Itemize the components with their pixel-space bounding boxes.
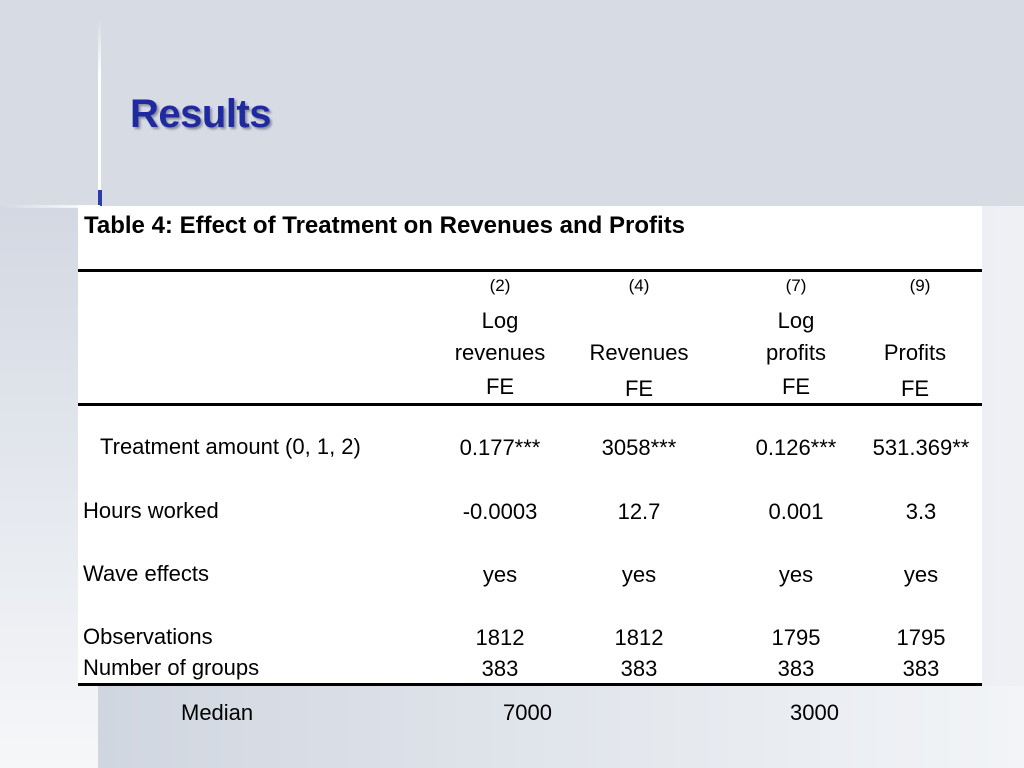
table-cell: 531.369** bbox=[872, 435, 970, 460]
column-number: (4) bbox=[628, 276, 650, 295]
table-cell: 12.7 bbox=[617, 499, 661, 524]
slide-title: Results bbox=[130, 92, 272, 136]
row-label: Wave effects bbox=[83, 561, 209, 586]
table-cell: -0.0003 bbox=[462, 499, 538, 524]
table-cell: yes bbox=[778, 562, 814, 587]
column-title-line: FE bbox=[900, 376, 930, 401]
column-title-line: Log bbox=[481, 308, 519, 333]
decorative-vertical-line bbox=[98, 18, 101, 208]
column-title-line: Profits bbox=[883, 340, 947, 365]
column-title-line: profits bbox=[766, 340, 826, 365]
column-title-line: FE bbox=[781, 374, 811, 399]
row-label: Hours worked bbox=[83, 498, 219, 523]
table-cell: 3058*** bbox=[601, 435, 677, 460]
row-label: Number of groups bbox=[83, 655, 260, 680]
table-bottom-rule bbox=[78, 683, 982, 686]
table-cell: 1812 bbox=[614, 625, 664, 650]
column-number: (2) bbox=[489, 276, 511, 295]
column-title-line: FE bbox=[485, 374, 515, 399]
column-title-line: Log bbox=[777, 308, 815, 333]
table-cell: yes bbox=[482, 562, 518, 587]
column-title-line: FE bbox=[624, 376, 654, 401]
table-cell: 383 bbox=[481, 656, 519, 681]
table-cell: 3.3 bbox=[905, 499, 937, 524]
column-title-line: Revenues bbox=[589, 340, 689, 365]
column-title-line: revenues bbox=[454, 340, 546, 365]
table-caption: Table 4: Effect of Treatment on Revenues… bbox=[84, 212, 686, 239]
slide-header-background bbox=[0, 0, 1024, 206]
median-revenues-value: 7000 bbox=[503, 700, 552, 725]
row-label: Observations bbox=[83, 624, 213, 649]
table-top-rule bbox=[78, 269, 982, 272]
decorative-blue-accent bbox=[98, 190, 102, 208]
column-number: (7) bbox=[785, 276, 807, 295]
table-cell: 383 bbox=[620, 656, 658, 681]
column-number: (9) bbox=[909, 276, 931, 295]
table-cell: yes bbox=[621, 562, 657, 587]
table-cell: 1812 bbox=[475, 625, 525, 650]
table-cell: 383 bbox=[902, 656, 940, 681]
table-cell: 0.126*** bbox=[755, 435, 837, 460]
table-cell: 1795 bbox=[771, 625, 821, 650]
decorative-horizontal-line bbox=[0, 205, 100, 208]
table-header-rule bbox=[78, 403, 982, 406]
table-cell: 0.001 bbox=[768, 499, 824, 524]
slide-bottom-background bbox=[98, 686, 1024, 768]
table-cell: yes bbox=[903, 562, 939, 587]
table-cell: 0.177*** bbox=[459, 435, 541, 460]
table-cell: 383 bbox=[777, 656, 815, 681]
median-label: Median bbox=[181, 700, 254, 725]
table-cell: 1795 bbox=[896, 625, 946, 650]
results-table: Table 4: Effect of Treatment on Revenues… bbox=[78, 206, 982, 686]
median-profits-value: 3000 bbox=[790, 700, 839, 725]
row-label: Treatment amount (0, 1, 2) bbox=[100, 434, 361, 459]
